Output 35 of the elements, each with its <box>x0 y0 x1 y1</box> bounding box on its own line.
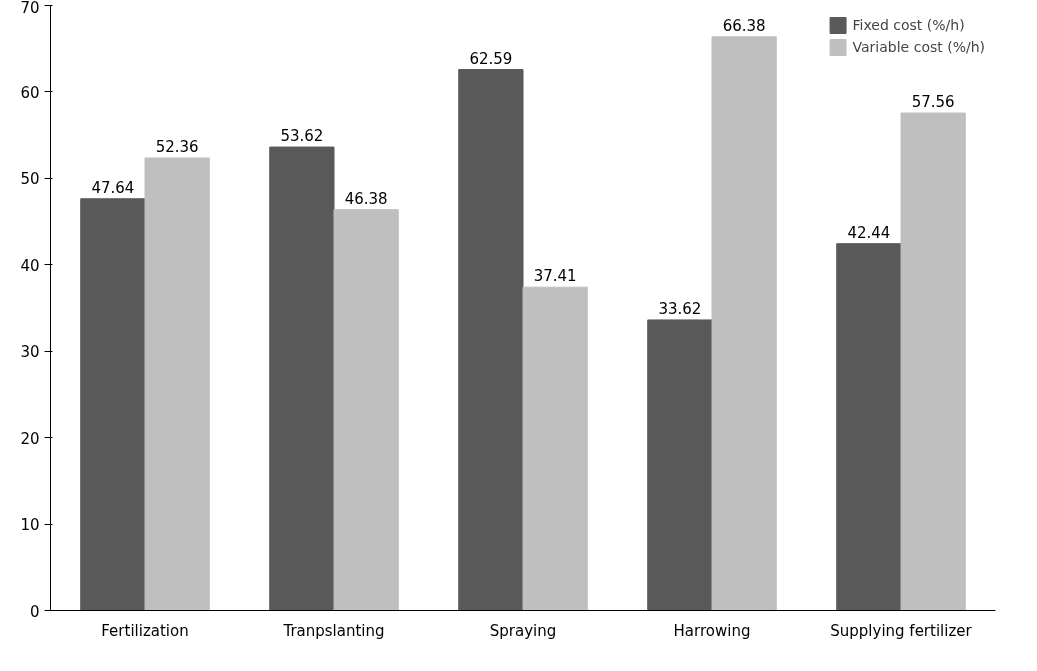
bar <box>458 69 524 611</box>
y-tick-label: 20 <box>20 429 40 448</box>
data-label: 47.64 <box>91 178 135 197</box>
y-tick-label: 10 <box>20 516 40 535</box>
x-tick-label: Spraying <box>489 621 557 640</box>
y-tick-label: 50 <box>20 170 40 189</box>
bar <box>333 209 399 611</box>
data-label: 42.44 <box>847 223 891 242</box>
bar <box>711 36 777 611</box>
x-tick-label: Supplying fertilizer <box>830 621 973 640</box>
data-label: 33.62 <box>658 299 702 318</box>
legend-label: Variable cost (%/h) <box>852 39 985 55</box>
x-tick-label: Harrowing <box>673 621 751 640</box>
data-label: 66.38 <box>722 16 766 35</box>
bar <box>647 319 713 611</box>
bar <box>144 157 210 611</box>
data-label: 52.36 <box>155 137 199 156</box>
y-tick-label: 30 <box>20 343 40 362</box>
x-tick-label: Fertilization <box>101 621 189 640</box>
bar <box>522 286 588 611</box>
bar <box>900 112 966 611</box>
bar <box>80 198 146 611</box>
legend-label: Fixed cost (%/h) <box>852 17 965 33</box>
data-label: 37.41 <box>533 267 577 286</box>
bar <box>269 146 335 611</box>
x-tick-label: Tranpslanting <box>282 621 385 640</box>
data-label: 46.38 <box>344 189 388 208</box>
data-label: 53.62 <box>280 127 324 146</box>
y-tick-label: 70 <box>20 0 40 17</box>
bar <box>836 243 902 611</box>
data-label: 57.56 <box>911 93 955 112</box>
y-tick-label: 40 <box>20 256 40 275</box>
data-label: 62.59 <box>469 49 513 68</box>
y-tick-label: 0 <box>29 602 40 621</box>
y-tick-label: 60 <box>20 83 40 102</box>
